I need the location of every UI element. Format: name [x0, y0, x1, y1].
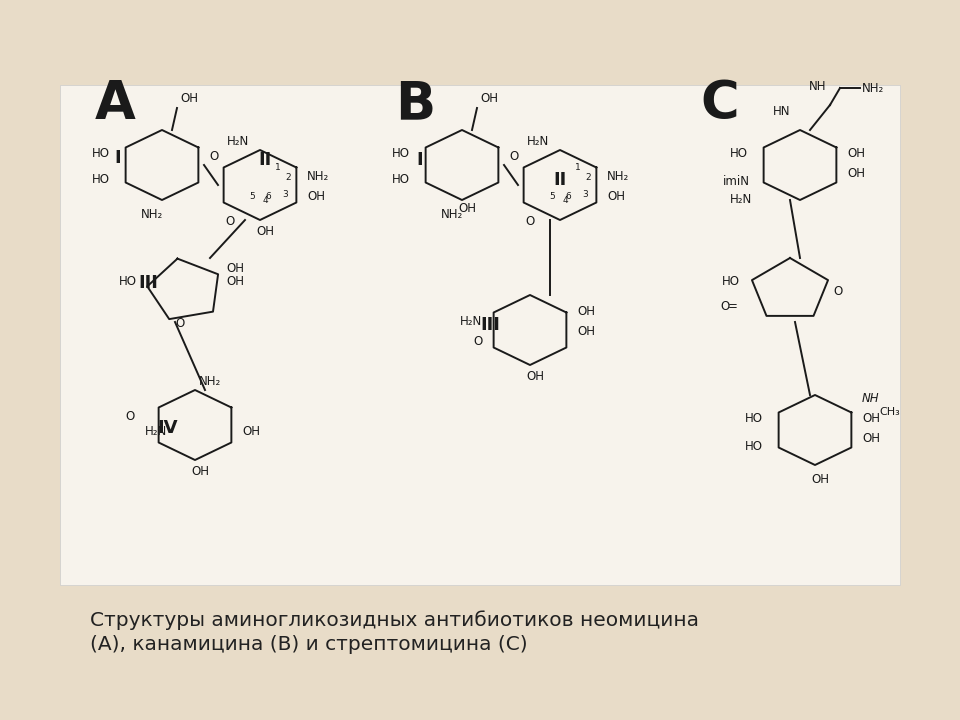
Text: 1: 1 — [575, 163, 581, 172]
Text: 2: 2 — [285, 173, 291, 182]
Text: OH: OH — [191, 465, 209, 478]
Text: IV: IV — [157, 419, 179, 437]
Text: HO: HO — [745, 412, 763, 425]
Text: 2: 2 — [586, 173, 590, 182]
Text: I: I — [417, 151, 423, 169]
Text: (А), канамицина (В) и стрептомицина (С): (А), канамицина (В) и стрептомицина (С) — [90, 635, 528, 654]
Text: OH: OH — [862, 412, 880, 425]
Text: 3: 3 — [282, 190, 288, 199]
Text: H₂N: H₂N — [227, 135, 250, 148]
Text: 1: 1 — [276, 163, 281, 172]
Text: 4: 4 — [262, 196, 268, 205]
Text: II: II — [258, 151, 272, 169]
Text: HO: HO — [730, 147, 748, 160]
Text: A: A — [95, 78, 136, 130]
Text: B: B — [395, 78, 435, 130]
Text: III: III — [138, 274, 158, 292]
Text: CH₃: CH₃ — [879, 407, 900, 417]
Text: OH: OH — [307, 190, 325, 203]
Text: NH₂: NH₂ — [141, 208, 163, 221]
Text: HO: HO — [92, 173, 110, 186]
Text: OH: OH — [607, 190, 625, 203]
Text: O: O — [509, 150, 518, 163]
Text: H₂N: H₂N — [730, 193, 753, 206]
Text: imiN: imiN — [723, 175, 750, 188]
Text: H₂N: H₂N — [145, 425, 167, 438]
Text: III: III — [480, 316, 500, 334]
Text: OH: OH — [480, 92, 498, 105]
Text: O: O — [226, 215, 234, 228]
Text: I: I — [114, 149, 121, 167]
Text: OH: OH — [811, 473, 829, 486]
Bar — [60, 85, 900, 585]
Text: HO: HO — [392, 173, 410, 186]
Text: OH: OH — [458, 202, 476, 215]
Text: NH: NH — [862, 392, 879, 405]
Text: NH₂: NH₂ — [441, 208, 463, 221]
Text: O: O — [525, 215, 535, 228]
Text: OH: OH — [226, 262, 244, 275]
Text: HO: HO — [722, 275, 740, 288]
Text: OH: OH — [526, 370, 544, 383]
Text: OH: OH — [577, 305, 595, 318]
Text: O: O — [833, 285, 842, 298]
Text: O: O — [125, 410, 134, 423]
Text: OH: OH — [242, 425, 260, 438]
Text: OH: OH — [577, 325, 595, 338]
Text: NH₂: NH₂ — [307, 170, 329, 183]
Text: 6: 6 — [565, 192, 571, 201]
Text: HN: HN — [773, 105, 791, 118]
Text: 4: 4 — [563, 196, 567, 205]
Text: HO: HO — [92, 147, 110, 160]
Text: HO: HO — [392, 147, 410, 160]
Text: II: II — [553, 171, 566, 189]
Text: OH: OH — [847, 167, 865, 180]
Text: OH: OH — [226, 275, 244, 288]
Text: NH₂: NH₂ — [607, 170, 629, 183]
Text: O: O — [176, 317, 184, 330]
Text: O: O — [209, 150, 218, 163]
Text: OH: OH — [180, 92, 198, 105]
Text: OH: OH — [862, 432, 880, 445]
Text: Структуры аминогликозидных антибиотиков неомицина: Структуры аминогликозидных антибиотиков … — [90, 610, 699, 630]
Text: NH₂: NH₂ — [862, 82, 884, 95]
Text: OH: OH — [256, 225, 274, 238]
Text: H₂N: H₂N — [460, 315, 482, 328]
Text: 5: 5 — [250, 192, 254, 201]
Text: 3: 3 — [582, 190, 588, 199]
Text: H₂N: H₂N — [527, 135, 549, 148]
Text: C: C — [700, 78, 739, 130]
Text: OH: OH — [847, 147, 865, 160]
Text: =: = — [728, 300, 738, 313]
Text: 5: 5 — [549, 192, 555, 201]
Text: O: O — [720, 300, 730, 313]
Text: 6: 6 — [265, 192, 271, 201]
Text: HO: HO — [119, 275, 137, 288]
Text: NH: NH — [809, 80, 827, 93]
Text: NH₂: NH₂ — [199, 375, 221, 388]
Text: HO: HO — [745, 440, 763, 453]
Text: O: O — [473, 335, 483, 348]
